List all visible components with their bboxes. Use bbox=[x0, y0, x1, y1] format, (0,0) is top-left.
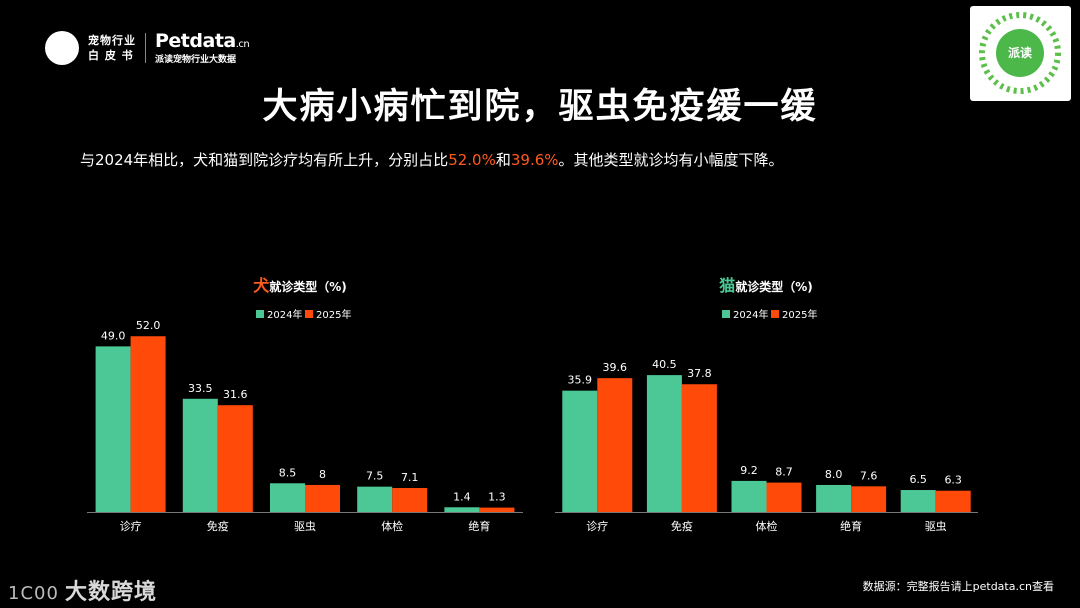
data-label: 8.5 bbox=[279, 466, 297, 479]
footer-logo-mark: 1C00 bbox=[8, 583, 59, 604]
x-tick-label: 体检 bbox=[756, 519, 778, 533]
x-tick-label: 体检 bbox=[381, 519, 403, 533]
chart-title-cat: 猫就诊类型（%) bbox=[719, 276, 813, 295]
chart-title-suffix: 就诊类型（%) bbox=[735, 279, 813, 294]
chart-title-suffix: 就诊类型（%) bbox=[269, 279, 347, 294]
bar-2024年-驱虫 bbox=[900, 490, 936, 512]
qr-label: 派读 bbox=[1008, 45, 1032, 60]
data-label: 40.5 bbox=[652, 358, 677, 371]
legend-swatch-2024 bbox=[722, 310, 730, 318]
legend-swatch-2024 bbox=[256, 310, 264, 318]
data-label: 37.8 bbox=[687, 367, 712, 380]
data-label: 1.3 bbox=[488, 491, 506, 504]
bar-2025年-绝育 bbox=[851, 486, 887, 512]
logo-line1: 宠物行业 bbox=[88, 34, 136, 47]
legend-label-2024: 2024年 bbox=[267, 308, 302, 321]
page-subtitle: 与2024年相比，犬和猫到院诊疗均有所上升，分别占比52.0%和39.6%。其他… bbox=[80, 149, 784, 170]
data-label: 35.9 bbox=[568, 374, 593, 387]
subtitle-part3: 。其他类型就诊均有小幅度下降。 bbox=[558, 151, 784, 169]
logo-line2: 白 皮 书 bbox=[88, 49, 134, 62]
brand-main: Petdata bbox=[155, 30, 236, 52]
data-label: 31.6 bbox=[223, 388, 248, 401]
legend-label-2024: 2024年 bbox=[733, 308, 768, 321]
x-tick-label: 免疫 bbox=[207, 519, 229, 533]
bar-2025年-驱虫 bbox=[935, 490, 971, 512]
x-tick-label: 驱虫 bbox=[294, 520, 316, 533]
legend-swatch-2025 bbox=[771, 310, 779, 318]
bar-2025年-体检 bbox=[392, 488, 428, 512]
data-label: 7.1 bbox=[401, 471, 419, 484]
bar-2024年-诊疗 bbox=[95, 346, 131, 512]
data-source: 数据源：完整报告请上petdata.cn查看 bbox=[862, 580, 1054, 593]
x-tick-label: 免疫 bbox=[671, 519, 693, 533]
bar-2025年-诊疗 bbox=[130, 336, 166, 512]
data-label: 8 bbox=[319, 468, 326, 481]
bar-2024年-免疫 bbox=[182, 398, 218, 512]
chart-title-prefix: 犬 bbox=[253, 276, 270, 295]
bar-2024年-免疫 bbox=[646, 375, 682, 512]
data-label: 7.6 bbox=[860, 469, 878, 482]
qr-code-graphic: 派读 bbox=[979, 12, 1061, 94]
bar-2025年-体检 bbox=[766, 482, 802, 512]
bar-2024年-绝育 bbox=[444, 507, 480, 512]
logo-divider bbox=[145, 33, 146, 63]
data-label: 1.4 bbox=[453, 490, 471, 503]
brand-name: Petdata.cn bbox=[155, 30, 250, 52]
footer-logo: 1C00 大数跨境 bbox=[8, 574, 157, 606]
bar-2024年-诊疗 bbox=[562, 390, 598, 512]
data-label: 8.7 bbox=[775, 466, 793, 479]
bar-2025年-免疫 bbox=[681, 384, 717, 512]
petdata-logo-icon bbox=[45, 31, 79, 65]
chart-title-prefix: 猫 bbox=[719, 276, 735, 295]
page-title: 大病小病忙到院，驱虫免疫缓一缓 bbox=[262, 87, 818, 127]
subtitle-part2: 和 bbox=[495, 151, 511, 169]
data-label: 49.0 bbox=[101, 329, 126, 342]
brand-suffix: .cn bbox=[235, 39, 250, 50]
x-tick-label: 绝育 bbox=[840, 519, 862, 533]
footer-logo-text: 大数跨境 bbox=[64, 580, 157, 605]
data-label: 9.2 bbox=[740, 464, 758, 477]
qr-code: 派读 bbox=[970, 6, 1071, 101]
chart-title-dog: 犬就诊类型（%) bbox=[253, 276, 347, 295]
brand-subtitle: 派读宠物行业大数据 bbox=[155, 55, 237, 65]
subtitle-highlight-cat: 39.6% bbox=[510, 151, 559, 169]
x-tick-label: 绝育 bbox=[468, 519, 490, 533]
data-label: 52.0 bbox=[136, 319, 161, 332]
legend-label-2025: 2025年 bbox=[782, 308, 817, 321]
data-label: 6.5 bbox=[909, 473, 927, 486]
bar-2025年-诊疗 bbox=[597, 378, 633, 512]
bar-2024年-体检 bbox=[731, 480, 767, 512]
bar-2025年-绝育 bbox=[479, 507, 515, 512]
bar-2024年-驱虫 bbox=[270, 483, 305, 512]
data-label: 6.3 bbox=[944, 474, 962, 487]
bar-2025年-驱虫 bbox=[305, 484, 340, 512]
bar-2024年-绝育 bbox=[816, 484, 852, 512]
data-label: 39.6 bbox=[603, 361, 628, 374]
legend-label-2025: 2025年 bbox=[316, 308, 351, 321]
bar-2025年-免疫 bbox=[217, 405, 253, 512]
bar-2024年-体检 bbox=[357, 486, 393, 512]
logo-text: 宠物行业 白 皮 书 bbox=[88, 33, 136, 63]
data-label: 8.0 bbox=[825, 468, 843, 481]
data-label: 7.5 bbox=[366, 470, 384, 483]
x-tick-label: 诊疗 bbox=[120, 519, 142, 533]
x-tick-label: 诊疗 bbox=[586, 519, 608, 533]
legend-swatch-2025 bbox=[305, 310, 313, 318]
subtitle-part1: 与2024年相比，犬和猫到院诊疗均有所上升，分别占比 bbox=[80, 151, 449, 169]
data-label: 33.5 bbox=[188, 382, 213, 395]
subtitle-highlight-dog: 52.0% bbox=[448, 151, 496, 169]
x-tick-label: 驱虫 bbox=[925, 520, 947, 533]
